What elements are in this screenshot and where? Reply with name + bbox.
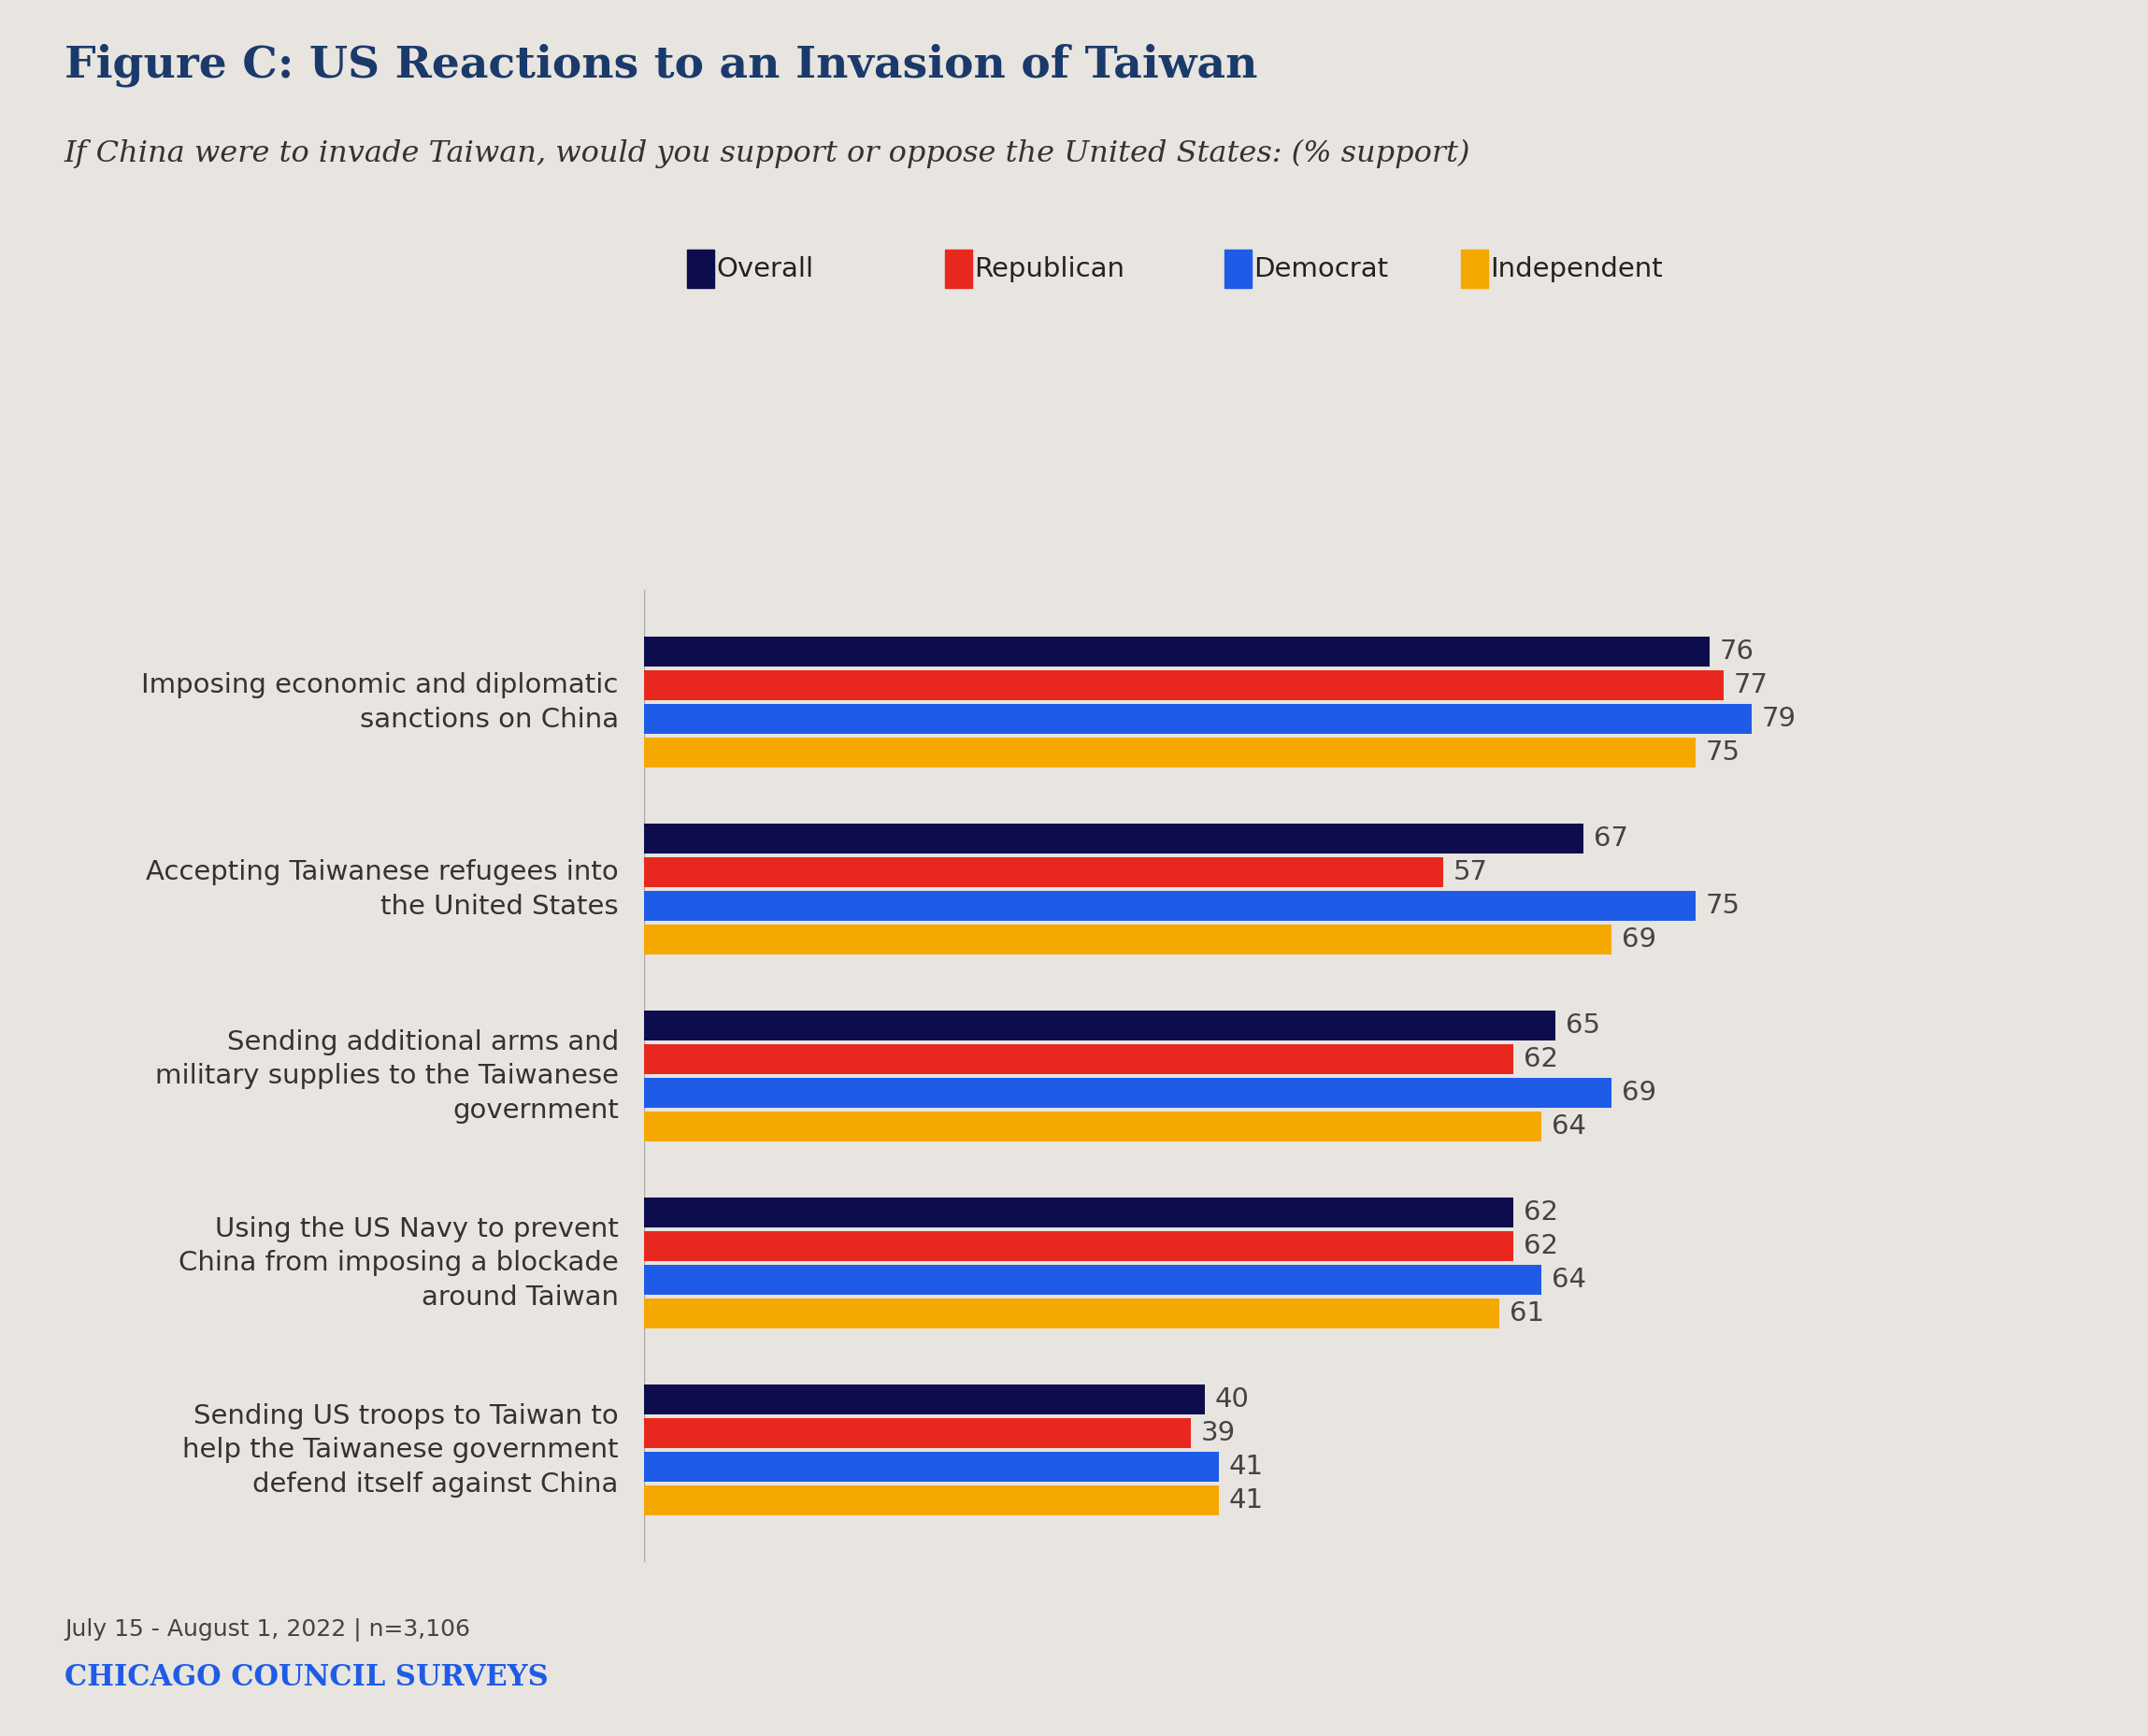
- Bar: [644, 891, 1695, 922]
- Text: 67: 67: [1594, 826, 1628, 852]
- Text: July 15 - August 1, 2022 | n=3,106: July 15 - August 1, 2022 | n=3,106: [64, 1618, 470, 1641]
- Bar: [644, 670, 1725, 701]
- Text: 41: 41: [1229, 1488, 1263, 1514]
- Bar: [644, 1266, 1542, 1295]
- Text: 79: 79: [1761, 707, 1796, 733]
- Text: 69: 69: [1622, 1080, 1656, 1106]
- Bar: [644, 1010, 1555, 1042]
- Text: 64: 64: [1551, 1267, 1585, 1293]
- Text: 69: 69: [1622, 927, 1656, 953]
- Text: Democrat: Democrat: [1252, 255, 1388, 283]
- Text: 62: 62: [1523, 1200, 1557, 1226]
- Text: 64: 64: [1551, 1115, 1585, 1141]
- Bar: [644, 1299, 1499, 1328]
- Text: Accepting Taiwanese refugees into
the United States: Accepting Taiwanese refugees into the Un…: [146, 859, 619, 920]
- Text: 62: 62: [1523, 1047, 1557, 1073]
- Bar: [644, 1486, 1220, 1516]
- Text: Republican: Republican: [975, 255, 1126, 283]
- Text: Overall: Overall: [717, 255, 814, 283]
- Bar: [644, 925, 1611, 955]
- Text: 61: 61: [1510, 1300, 1544, 1326]
- Bar: [644, 1451, 1220, 1483]
- Bar: [644, 825, 1583, 854]
- Bar: [644, 1385, 1205, 1415]
- Text: Sending US troops to Taiwan to
help the Taiwanese government
defend itself again: Sending US troops to Taiwan to help the …: [183, 1403, 619, 1498]
- Bar: [644, 1045, 1514, 1075]
- Text: 39: 39: [1201, 1420, 1235, 1446]
- Text: 65: 65: [1566, 1012, 1600, 1038]
- Bar: [644, 705, 1753, 734]
- Bar: [644, 858, 1443, 887]
- Text: If China were to invade Taiwan, would you support or oppose the United States: (: If China were to invade Taiwan, would yo…: [64, 139, 1471, 168]
- Text: Imposing economic and diplomatic
sanctions on China: Imposing economic and diplomatic sanctio…: [142, 672, 619, 733]
- Text: Using the US Navy to prevent
China from imposing a blockade
around Taiwan: Using the US Navy to prevent China from …: [178, 1215, 619, 1311]
- Text: CHICAGO COUNCIL SURVEYS: CHICAGO COUNCIL SURVEYS: [64, 1663, 548, 1693]
- Bar: [644, 1198, 1514, 1227]
- Bar: [644, 637, 1710, 667]
- Text: Figure C: US Reactions to an Invasion of Taiwan: Figure C: US Reactions to an Invasion of…: [64, 43, 1257, 87]
- Text: 77: 77: [1733, 672, 1768, 698]
- Text: 40: 40: [1216, 1387, 1250, 1413]
- Text: 57: 57: [1454, 859, 1489, 885]
- Bar: [644, 1111, 1542, 1142]
- Bar: [644, 1078, 1611, 1108]
- Text: Independent: Independent: [1491, 255, 1663, 283]
- Text: 62: 62: [1523, 1233, 1557, 1260]
- Text: 75: 75: [1706, 740, 1740, 766]
- Text: 41: 41: [1229, 1455, 1263, 1481]
- Bar: [644, 1231, 1514, 1262]
- Text: 75: 75: [1706, 892, 1740, 920]
- Bar: [644, 1418, 1192, 1448]
- Text: Sending additional arms and
military supplies to the Taiwanese
government: Sending additional arms and military sup…: [155, 1029, 619, 1123]
- Bar: [644, 738, 1695, 767]
- Text: 76: 76: [1721, 639, 1755, 665]
